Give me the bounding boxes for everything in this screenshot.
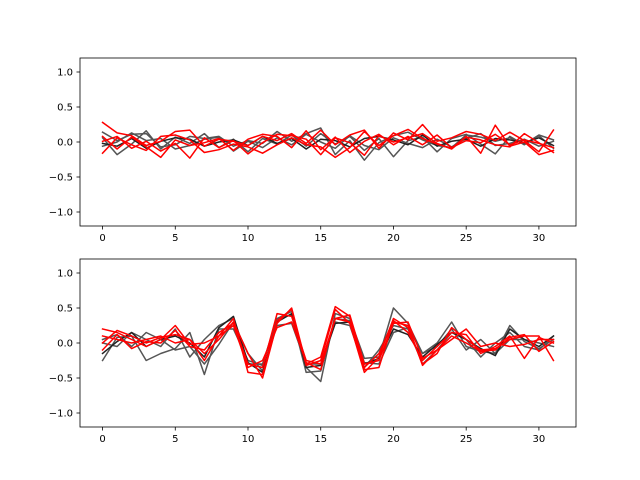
series-line-5 (101, 121, 555, 153)
y-tick-label: 0.0 (57, 138, 73, 149)
series-line-1 (101, 127, 555, 161)
x-tick-label: 20 (387, 233, 400, 244)
x-tick-label: 10 (242, 434, 255, 445)
y-tick-label: −1.0 (49, 208, 73, 219)
series-line-6 (101, 305, 555, 379)
y-tick-label: 0.5 (57, 103, 73, 114)
y-tick-label: −1.0 (49, 409, 73, 420)
x-tick-label: 5 (172, 233, 178, 244)
series-line-8 (101, 312, 555, 369)
series-line-7 (101, 130, 555, 159)
x-tick-label: 30 (533, 233, 546, 244)
y-tick-label: 1.0 (57, 269, 73, 280)
x-tick-label: 0 (99, 233, 105, 244)
top-subplot: 0 5 10 15 20 25 30 −1.0 −0.5 0.0 0.5 1.0 (49, 57, 577, 244)
series-line-4 (101, 134, 555, 150)
y-tick-label: 0.5 (57, 304, 73, 315)
series-line-6 (101, 124, 555, 159)
series-group (101, 121, 555, 161)
series-group (101, 305, 555, 383)
bottom-subplot: 0 5 10 15 20 25 30 −1.0 −0.5 0.0 0.5 1.0 (49, 258, 577, 445)
x-tick-label: 30 (533, 434, 546, 445)
x-tick-label: 25 (460, 233, 473, 244)
x-tick-label: 15 (314, 434, 327, 445)
x-tick-label: 25 (460, 434, 473, 445)
y-tick-label: −0.5 (49, 374, 73, 385)
x-tick-label: 10 (242, 233, 255, 244)
x-tick-label: 0 (99, 434, 105, 445)
x-tick-label: 15 (314, 233, 327, 244)
series-line-8 (101, 132, 555, 159)
x-tick-label: 20 (387, 434, 400, 445)
y-tick-label: −0.5 (49, 173, 73, 184)
series-line-5 (101, 308, 555, 376)
x-tick-label: 5 (172, 434, 178, 445)
y-tick-label: 0.0 (57, 339, 73, 350)
y-tick-label: 1.0 (57, 68, 73, 79)
